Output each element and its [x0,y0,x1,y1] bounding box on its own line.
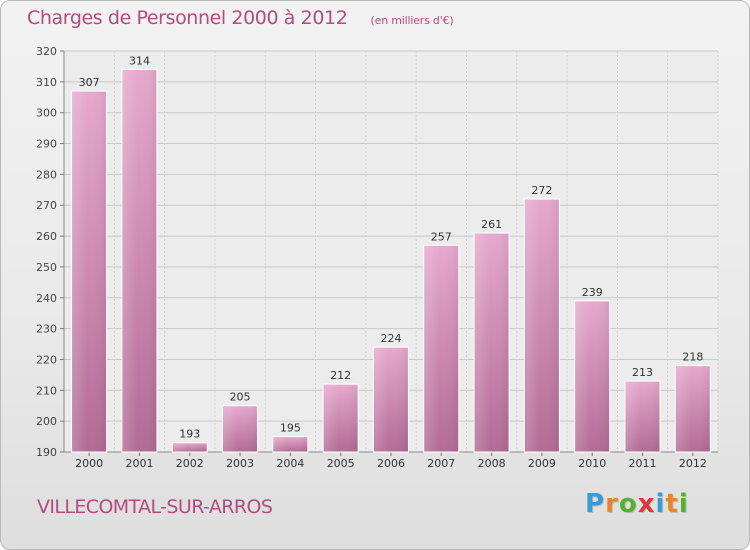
y-tick-label: 210 [36,384,57,397]
y-tick-label: 260 [36,230,57,243]
x-tick-label-2011: 2011 [629,457,657,470]
bar-sheen-2006 [374,348,408,452]
logo-letter: i [655,489,666,519]
y-tick-label: 320 [36,45,57,58]
logo-letter: t [665,489,679,519]
y-tick-label: 240 [36,292,57,305]
data-label-2004: 195 [280,422,301,435]
data-label-2002: 193 [179,428,200,441]
y-tick-label: 220 [36,353,57,366]
chart-title: Charges de Personnel 2000 à 2012 [27,7,348,29]
data-label-2001: 314 [129,55,150,68]
data-label-2011: 213 [632,366,653,379]
bar-sheen-2003 [223,406,257,452]
data-label-2000: 307 [79,76,100,89]
bar-sheen-2011 [626,382,660,452]
logo-letter: i [678,489,689,519]
commune-name: VILLECOMTAL-SUR-ARROS [37,496,273,518]
x-tick-label-2012: 2012 [679,457,707,470]
x-tick-label-2008: 2008 [478,457,506,470]
chart-subtitle: (en milliers d'€) [370,14,454,27]
x-tick-label-2007: 2007 [427,457,455,470]
data-label-2005: 212 [330,369,351,382]
y-tick-label: 190 [36,446,57,459]
x-tick-label-2000: 2000 [75,457,103,470]
bar-sheen-2007 [424,246,458,452]
title-row: Charges de Personnel 2000 à 2012 (en mil… [27,7,454,29]
data-label-2008: 261 [481,218,502,231]
bar-sheen-2009 [525,200,559,452]
bar-sheen-2001 [122,70,156,452]
x-tick-label-2009: 2009 [528,457,556,470]
bar-sheen-2000 [72,92,106,452]
data-label-2006: 224 [381,332,402,345]
proxiti-logo: Proxiti [585,489,689,519]
data-label-2007: 257 [431,230,452,243]
bar-sheen-2008 [475,233,509,452]
y-tick-label: 290 [36,138,57,151]
x-tick-label-2003: 2003 [226,457,254,470]
data-label-2009: 272 [531,184,552,197]
logo-letter: x [637,489,656,519]
y-tick-label: 280 [36,168,57,181]
logo-letter: P [585,489,606,519]
x-tick-label-2006: 2006 [377,457,405,470]
bar-sheen-2010 [575,301,609,452]
y-tick-label: 310 [36,76,57,89]
x-tick-label-2010: 2010 [578,457,606,470]
y-tick-label: 250 [36,261,57,274]
x-tick-label-2001: 2001 [125,457,153,470]
logo-letter: r [605,489,619,519]
data-label-2010: 239 [582,286,603,299]
bar-sheen-2005 [324,385,358,452]
data-label-2003: 205 [230,391,251,404]
bar-sheen-2012 [676,366,710,452]
logo-letter: o [618,489,638,519]
x-tick-label-2005: 2005 [327,457,355,470]
y-tick-label: 270 [36,199,57,212]
bar-sheen-2004 [273,437,307,452]
x-tick-label-2002: 2002 [176,457,204,470]
y-tick-label: 230 [36,323,57,336]
data-label-2012: 218 [682,351,703,364]
y-tick-label: 200 [36,415,57,428]
y-tick-label: 300 [36,107,57,120]
bar-sheen-2002 [173,443,207,452]
x-tick-label-2004: 2004 [276,457,304,470]
